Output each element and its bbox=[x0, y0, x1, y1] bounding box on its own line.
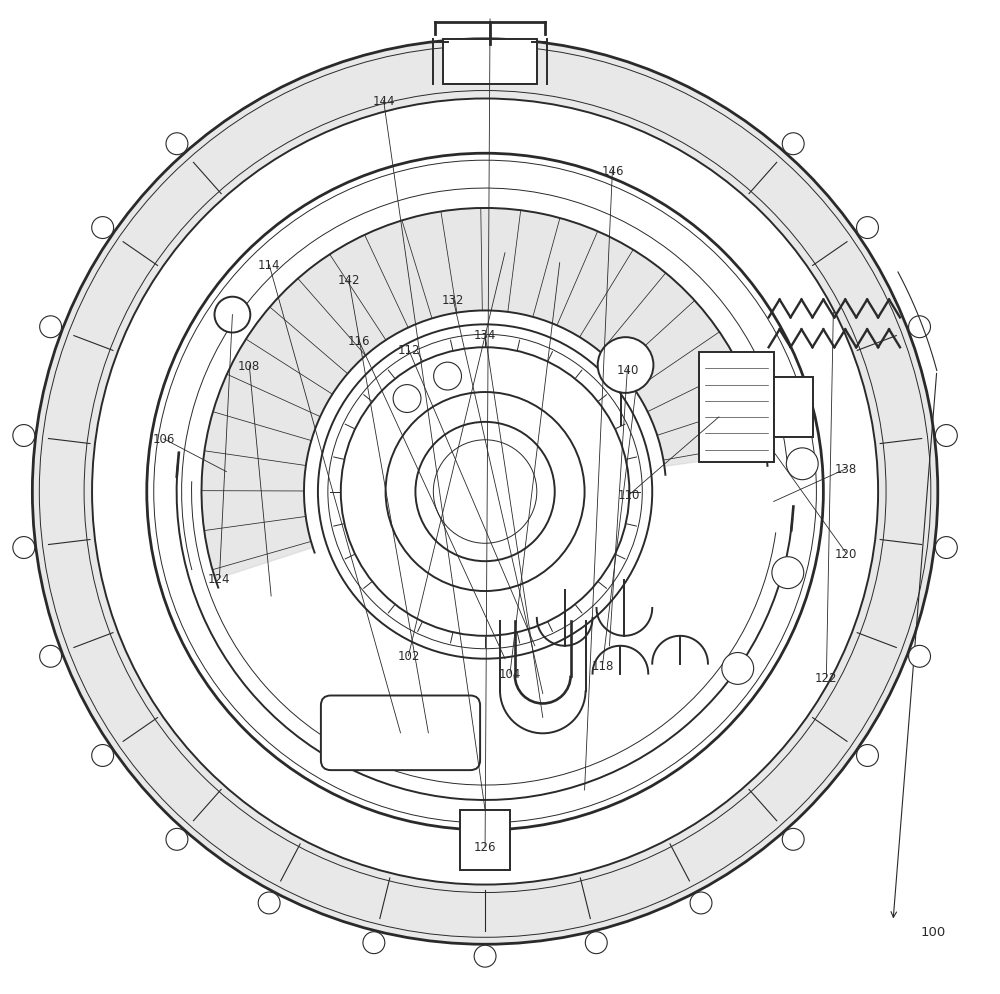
Circle shape bbox=[13, 425, 35, 447]
Text: 118: 118 bbox=[591, 659, 614, 673]
Text: 120: 120 bbox=[835, 547, 857, 561]
Text: 124: 124 bbox=[208, 572, 231, 585]
Circle shape bbox=[857, 745, 878, 766]
FancyBboxPatch shape bbox=[321, 696, 480, 770]
Circle shape bbox=[214, 297, 250, 333]
Circle shape bbox=[772, 558, 804, 589]
Circle shape bbox=[13, 537, 35, 559]
Text: 114: 114 bbox=[258, 258, 280, 272]
Circle shape bbox=[341, 348, 629, 636]
Text: 108: 108 bbox=[238, 359, 260, 373]
Text: 132: 132 bbox=[442, 293, 464, 307]
Circle shape bbox=[32, 40, 938, 944]
Circle shape bbox=[92, 99, 878, 885]
Circle shape bbox=[935, 425, 957, 447]
FancyBboxPatch shape bbox=[460, 810, 510, 870]
Circle shape bbox=[909, 646, 930, 668]
Circle shape bbox=[782, 133, 804, 155]
Text: 116: 116 bbox=[347, 334, 370, 348]
Circle shape bbox=[474, 945, 496, 967]
Text: 144: 144 bbox=[372, 94, 395, 108]
FancyBboxPatch shape bbox=[443, 40, 537, 84]
Circle shape bbox=[386, 393, 585, 591]
FancyBboxPatch shape bbox=[699, 353, 774, 462]
Text: 140: 140 bbox=[616, 363, 639, 377]
Circle shape bbox=[434, 363, 461, 391]
Circle shape bbox=[935, 537, 957, 559]
Circle shape bbox=[363, 931, 385, 953]
Circle shape bbox=[598, 338, 653, 394]
Text: 112: 112 bbox=[397, 343, 420, 357]
Circle shape bbox=[415, 422, 555, 562]
Circle shape bbox=[393, 386, 421, 414]
Circle shape bbox=[433, 440, 537, 544]
Text: 142: 142 bbox=[338, 273, 360, 287]
Circle shape bbox=[92, 218, 114, 240]
Circle shape bbox=[690, 893, 712, 914]
Text: 102: 102 bbox=[397, 649, 420, 663]
Circle shape bbox=[40, 316, 62, 338]
Text: 122: 122 bbox=[815, 671, 838, 685]
Circle shape bbox=[92, 745, 114, 766]
Circle shape bbox=[909, 316, 930, 338]
Text: 134: 134 bbox=[474, 328, 496, 342]
Circle shape bbox=[857, 218, 878, 240]
Circle shape bbox=[318, 325, 652, 659]
Text: 146: 146 bbox=[601, 164, 624, 178]
Text: 110: 110 bbox=[618, 488, 641, 502]
Text: 100: 100 bbox=[920, 924, 945, 938]
Text: 104: 104 bbox=[499, 667, 521, 681]
Circle shape bbox=[166, 133, 188, 155]
Circle shape bbox=[585, 931, 607, 953]
FancyBboxPatch shape bbox=[774, 378, 813, 437]
Text: 126: 126 bbox=[474, 840, 496, 854]
Circle shape bbox=[40, 646, 62, 668]
Circle shape bbox=[722, 653, 754, 685]
Text: 138: 138 bbox=[835, 462, 857, 476]
Circle shape bbox=[166, 829, 188, 851]
Text: 106: 106 bbox=[153, 432, 175, 446]
Polygon shape bbox=[202, 209, 766, 580]
Circle shape bbox=[147, 154, 823, 830]
Circle shape bbox=[786, 448, 818, 480]
Circle shape bbox=[782, 829, 804, 851]
Circle shape bbox=[258, 893, 280, 914]
